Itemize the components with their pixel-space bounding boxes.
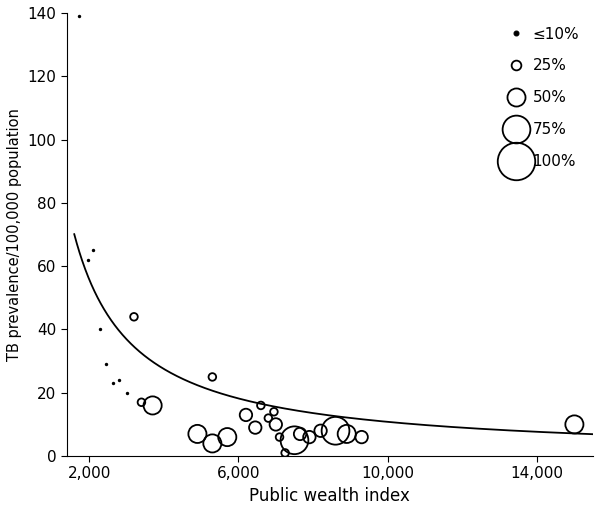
Point xyxy=(569,420,579,429)
Point xyxy=(256,401,266,410)
Point xyxy=(208,373,217,381)
Point xyxy=(114,376,124,384)
Point xyxy=(137,398,146,407)
Point xyxy=(271,420,281,429)
Point xyxy=(241,411,251,419)
Legend: ≤10%, 25%, 50%, 75%, 100%: ≤10%, 25%, 50%, 75%, 100% xyxy=(502,20,586,175)
Point xyxy=(316,426,325,435)
Point xyxy=(95,326,105,334)
Point xyxy=(83,255,92,264)
Point xyxy=(305,433,314,441)
Point xyxy=(193,430,202,438)
Point xyxy=(208,439,217,447)
Point xyxy=(101,360,111,369)
Point xyxy=(74,12,83,20)
Point xyxy=(342,430,352,438)
Point xyxy=(290,436,299,444)
Y-axis label: TB prevalence/100,000 population: TB prevalence/100,000 population xyxy=(7,108,22,361)
Point xyxy=(357,433,367,441)
Point xyxy=(109,379,118,388)
Point xyxy=(295,430,305,438)
Point xyxy=(122,389,131,397)
Point xyxy=(263,414,273,422)
Point xyxy=(148,401,157,410)
Point xyxy=(223,433,232,441)
Point xyxy=(269,408,279,416)
Point xyxy=(129,313,139,321)
Point xyxy=(280,449,290,457)
Point xyxy=(250,423,260,432)
Point xyxy=(275,433,284,441)
Point xyxy=(331,426,340,435)
Point xyxy=(88,246,98,254)
X-axis label: Public wealth index: Public wealth index xyxy=(250,487,410,505)
